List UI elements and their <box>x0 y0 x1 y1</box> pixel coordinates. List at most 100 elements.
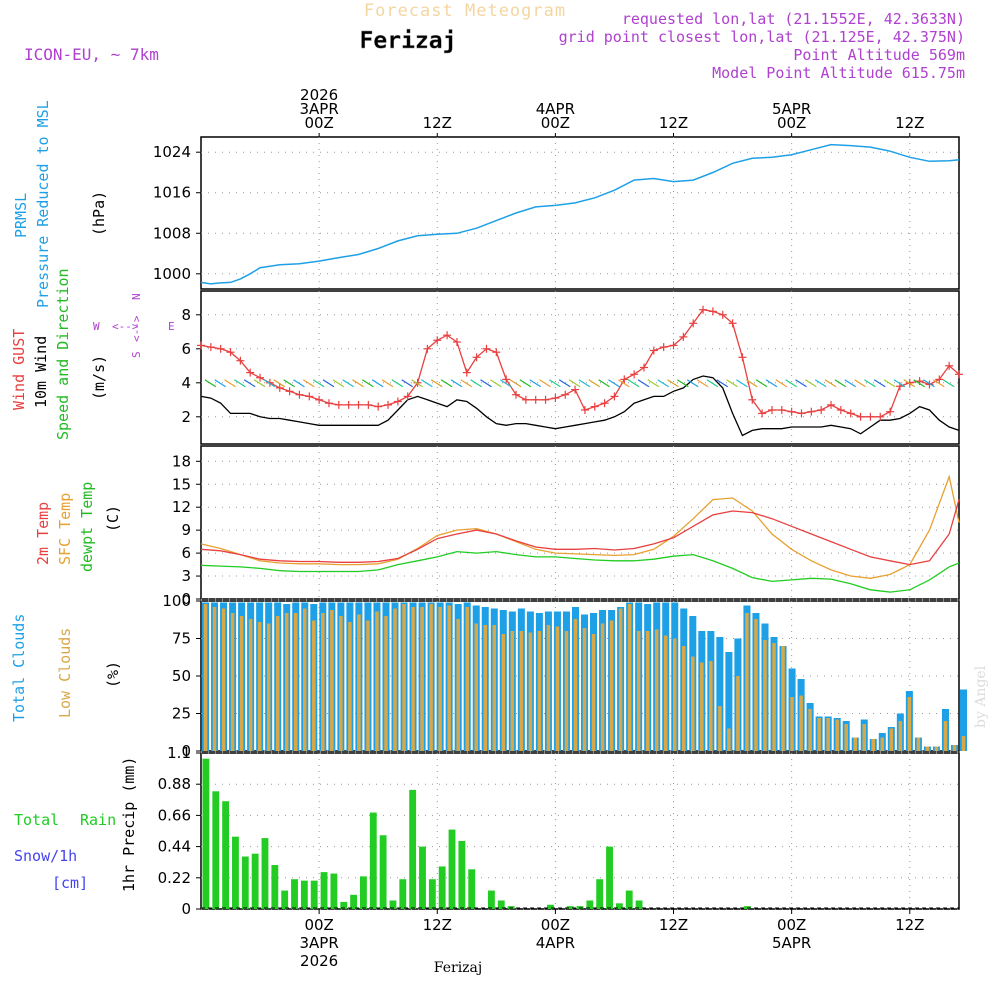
top-time-label: 12Z <box>423 114 452 132</box>
bottom-time-label: 12Z <box>895 916 924 934</box>
temperature-panel: 0 3 6 9 12 15 18 <box>172 445 960 608</box>
rain-label: Rain <box>80 811 116 829</box>
gust-marker <box>295 390 304 399</box>
gust-marker <box>482 344 491 353</box>
gust-marker <box>571 385 580 394</box>
wind-direction-arrow <box>647 379 660 388</box>
wind-direction-arrow <box>696 379 709 388</box>
rain-bar <box>566 906 574 909</box>
sfc-temp-title: SFC Temp <box>56 493 74 565</box>
gust-marker <box>393 397 402 406</box>
gust-marker <box>216 344 225 353</box>
gust-marker <box>787 407 796 416</box>
clouds-unit: (%) <box>104 661 122 688</box>
gust-marker <box>738 353 747 362</box>
rain-bar <box>438 866 446 909</box>
low-cloud-bar <box>293 613 298 751</box>
wind-unit: (m/s) <box>90 355 108 400</box>
top-time-label: 3APR <box>299 100 338 118</box>
rain-bar <box>635 900 643 909</box>
gust-marker <box>817 406 826 414</box>
gust-marker <box>689 319 698 328</box>
wind-panel-titles: Wind GUST 10m Wind Speed and Direction (… <box>10 268 175 440</box>
precip-panel: 0 0.22 0.44 0.66 0.88 1.1 <box>158 744 960 918</box>
low-cloud-bar <box>943 721 948 751</box>
low-cloud-bar <box>654 629 659 751</box>
wind-direction-arrow <box>332 379 345 388</box>
gust-marker <box>580 406 589 414</box>
low-cloud-bar <box>808 709 812 751</box>
rain-bar <box>547 904 554 909</box>
low-cloud-bar <box>961 736 966 751</box>
temperature-y-tick-label: 18 <box>172 452 191 470</box>
compass-arrows-v: <--> <box>130 315 143 342</box>
gust-marker <box>521 395 530 404</box>
pressure-panel: 1000 1008 1016 1024 <box>153 136 960 290</box>
gust-marker <box>384 400 393 409</box>
rain-bar <box>428 879 436 909</box>
low-cloud-bar <box>781 646 785 751</box>
total-clouds-title: Total Clouds <box>10 614 28 722</box>
compass-n: N <box>130 293 143 300</box>
bottom-time-label: 00Z <box>777 916 806 934</box>
gust-marker <box>836 406 845 414</box>
low-cloud-bar <box>492 625 497 751</box>
location-title: Ferizaj <box>360 28 457 54</box>
gust-marker <box>502 375 511 384</box>
clouds-y-tick-label: 100 <box>162 592 191 610</box>
wind-direction-arrow <box>745 379 758 388</box>
wind-direction-arrow <box>873 379 886 388</box>
gust-marker <box>403 392 412 401</box>
low-cloud-bar <box>537 631 542 751</box>
snow-unit-label: [cm] <box>52 874 88 892</box>
wind-direction-arrow <box>637 379 650 388</box>
rain-bar <box>251 853 259 909</box>
wind-direction-arrow <box>755 379 768 388</box>
rain-bar <box>379 835 387 909</box>
low-cloud-bar <box>691 656 695 751</box>
gust-marker <box>827 400 836 409</box>
model-label: ICON-EU, ~ 7km <box>24 45 159 64</box>
precip-y-tick-label: 0.22 <box>158 869 191 887</box>
compass-rose: W E N S <--> <--> <box>93 293 175 358</box>
pressure-y-tick-label: 1008 <box>153 224 191 242</box>
wind-direction-arrow <box>430 379 443 388</box>
top-time-label: 5APR <box>772 100 811 118</box>
low-cloud-bar <box>528 632 533 751</box>
low-cloud-bar <box>799 695 803 751</box>
cloud-panel-titles: Total Clouds Low Clouds (%) <box>10 614 122 722</box>
low-cloud-bar <box>230 613 235 751</box>
pressure-line <box>200 143 960 285</box>
wind-direction-arrow <box>490 379 502 388</box>
wind-direction-arrow <box>795 379 807 388</box>
low-cloud-bar <box>257 622 262 751</box>
gust-marker <box>492 348 501 357</box>
low-cloud-bar <box>736 676 740 751</box>
wind-direction-arrow <box>480 379 492 388</box>
grid-point-coords: grid point closest lon,lat (21.125E, 42.… <box>559 28 965 46</box>
wind-direction-arrow <box>352 379 364 388</box>
gust-marker <box>699 305 708 314</box>
top-time-label: 4APR <box>536 100 575 118</box>
low-cloud-bar <box>573 619 578 751</box>
wind-direction-arrow <box>627 379 640 388</box>
low-cloud-bar <box>330 610 334 751</box>
low-cloud-bar <box>934 746 939 751</box>
low-cloud-bar <box>763 640 767 751</box>
top-time-label: 12Z <box>659 114 688 132</box>
top-time-label: 00Z <box>777 114 806 132</box>
total-cloud-bar <box>725 652 733 751</box>
bottom-time-label: 12Z <box>423 916 452 934</box>
low-cloud-bar <box>844 724 848 751</box>
wind-panel: 2 4 6 8 <box>181 290 963 445</box>
low-cloud-bar <box>672 638 677 751</box>
wind-direction-arrow <box>293 379 305 388</box>
panels: 1000100810161024246803691215180255075100… <box>153 136 968 918</box>
low-cloud-bar <box>384 616 388 751</box>
gust-marker <box>649 346 658 355</box>
low-cloud-bar <box>447 605 451 751</box>
gust-marker <box>305 392 314 401</box>
temp-2m-line <box>200 499 960 566</box>
clouds-y-tick-label: 75 <box>172 630 191 648</box>
wind-direction-arrow <box>460 379 473 388</box>
